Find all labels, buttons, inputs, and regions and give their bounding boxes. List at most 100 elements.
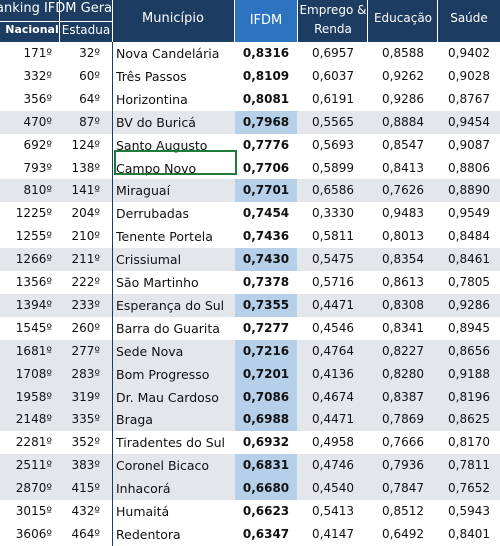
- cell-ifdm[interactable]: 0,6347: [242, 526, 290, 541]
- cell-municipio[interactable]: Sede Nova: [116, 343, 184, 359]
- cell-ifdm[interactable]: 0,7277: [242, 320, 290, 335]
- cell-nacional[interactable]: 1545º: [15, 320, 52, 335]
- cell-municipio[interactable]: Santo Augusto: [116, 137, 208, 153]
- cell-emprego-renda[interactable]: 0,4471: [312, 297, 354, 312]
- cell-educacao[interactable]: 0,8547: [382, 137, 424, 152]
- cell-municipio[interactable]: Derrubadas: [116, 206, 189, 222]
- cell-estadual[interactable]: 32º: [79, 46, 100, 60]
- cell-emprego-renda[interactable]: 0,6957: [312, 46, 354, 60]
- table-row[interactable]: 171º 32º Nova Candelária 0,8316 0,6957 0,8588…: [0, 42, 500, 65]
- cell-estadual[interactable]: 415º: [71, 481, 100, 496]
- cell-estadual[interactable]: 60º: [79, 68, 100, 83]
- cell-estadual[interactable]: 138º: [71, 160, 100, 175]
- cell-municipio[interactable]: Bom Progresso: [116, 366, 210, 382]
- cell-emprego-renda[interactable]: 0,4674: [312, 389, 354, 404]
- table-row[interactable]: 1681º 277º Sede Nova 0,7216 0,4764 0,8227 0,86…: [0, 339, 500, 363]
- cell-nacional[interactable]: 470º: [23, 114, 52, 129]
- cell-estadual[interactable]: 319º: [71, 389, 100, 404]
- cell-ifdm[interactable]: 0,7968: [235, 110, 297, 134]
- cell-estadual[interactable]: 210º: [71, 229, 100, 244]
- cell-educacao[interactable]: 0,7847: [382, 481, 424, 496]
- cell-saude[interactable]: 0,8890: [448, 183, 490, 198]
- cell-emprego-renda[interactable]: 0,4136: [312, 366, 354, 381]
- cell-educacao[interactable]: 0,6492: [382, 526, 424, 541]
- cell-ifdm[interactable]: 0,8316: [242, 46, 290, 60]
- cell-educacao[interactable]: 0,8341: [382, 320, 424, 335]
- cell-nacional[interactable]: 1708º: [15, 366, 52, 381]
- cell-educacao[interactable]: 0,7666: [382, 435, 424, 450]
- cell-ifdm[interactable]: 0,7776: [242, 137, 290, 152]
- cell-emprego-renda[interactable]: 0,4764: [312, 343, 354, 358]
- cell-emprego-renda[interactable]: 0,5565: [312, 114, 354, 129]
- header-educacao[interactable]: Educação: [373, 11, 433, 25]
- cell-estadual[interactable]: 432º: [71, 504, 100, 518]
- table-row[interactable]: 1958º 319º Dr. Mau Cardoso 0,7086 0,4674 0,83…: [0, 385, 500, 409]
- cell-emprego-renda[interactable]: 0,5475: [312, 252, 354, 267]
- cell-educacao[interactable]: 0,8613: [382, 275, 424, 289]
- cell-saude[interactable]: 0,8196: [448, 389, 490, 404]
- cell-nacional[interactable]: 1356º: [15, 275, 52, 289]
- cell-estadual[interactable]: 352º: [71, 435, 100, 450]
- cell-ifdm[interactable]: 0,8109: [242, 68, 290, 83]
- cell-estadual[interactable]: 464º: [71, 526, 100, 541]
- header-ranking[interactable]: anking IFDM Gera: [0, 1, 113, 16]
- cell-saude[interactable]: 0,5943: [448, 504, 490, 518]
- cell-saude[interactable]: 0,8625: [448, 412, 490, 427]
- table-row[interactable]: 1356º 222º São Martinho 0,7378 0,5716 0,8613 0…: [0, 271, 500, 294]
- cell-emprego-renda[interactable]: 0,4471: [312, 412, 354, 427]
- cell-municipio[interactable]: Crissiumal: [116, 252, 182, 268]
- cell-nacional[interactable]: 1394º: [15, 297, 52, 312]
- cell-nacional[interactable]: 692º: [23, 137, 52, 152]
- cell-emprego-renda[interactable]: 0,5693: [312, 137, 354, 152]
- cell-municipio[interactable]: Miraguaí: [116, 183, 171, 199]
- cell-emprego-renda[interactable]: 0,5413: [312, 504, 354, 518]
- cell-municipio[interactable]: Redentora: [116, 526, 181, 542]
- cell-estadual[interactable]: 335º: [71, 412, 100, 427]
- table-row[interactable]: 1394º 233º Esperança do Sul 0,7355 0,4471 0,8…: [0, 293, 500, 317]
- table-row[interactable]: 2511º 383º Coronel Bicaco 0,6831 0,4746 0,793…: [0, 454, 500, 478]
- cell-educacao[interactable]: 0,9262: [382, 68, 424, 83]
- cell-ifdm[interactable]: 0,7378: [242, 275, 290, 289]
- cell-educacao[interactable]: 0,8512: [382, 504, 424, 518]
- cell-estadual[interactable]: 64º: [79, 91, 100, 106]
- cell-emprego-renda[interactable]: 0,4546: [312, 320, 354, 335]
- cell-estadual[interactable]: 124º: [71, 137, 100, 152]
- cell-saude[interactable]: 0,8484: [448, 229, 490, 244]
- cell-nacional[interactable]: 2511º: [15, 458, 52, 473]
- table-row[interactable]: 1225º 204º Derrubadas 0,7454 0,3330 0,9483 0,9…: [0, 202, 500, 225]
- cell-educacao[interactable]: 0,8013: [382, 229, 424, 244]
- cell-educacao[interactable]: 0,8354: [382, 252, 424, 267]
- cell-municipio[interactable]: Inhacorá: [116, 481, 171, 497]
- cell-municipio[interactable]: Horizontina: [116, 91, 188, 107]
- cell-nacional[interactable]: 3606º: [15, 526, 52, 541]
- cell-estadual[interactable]: 260º: [71, 320, 100, 335]
- cell-nacional[interactable]: 810º: [23, 183, 52, 198]
- header-municipio[interactable]: Município: [142, 11, 204, 26]
- cell-saude[interactable]: 0,8656: [448, 343, 490, 358]
- cell-saude[interactable]: 0,9454: [448, 114, 490, 129]
- cell-saude[interactable]: 0,8401: [448, 526, 490, 541]
- cell-municipio[interactable]: São Martinho: [116, 275, 199, 290]
- header-nacional[interactable]: Nacional: [5, 23, 59, 36]
- cell-educacao[interactable]: 0,7936: [382, 458, 424, 473]
- cell-saude[interactable]: 0,7652: [448, 481, 490, 496]
- cell-saude[interactable]: 0,9028: [448, 68, 490, 83]
- cell-nacional[interactable]: 3015º: [15, 504, 52, 518]
- cell-emprego-renda[interactable]: 0,4147: [312, 526, 354, 541]
- cell-estadual[interactable]: 211º: [71, 252, 100, 267]
- cell-nacional[interactable]: 2281º: [15, 435, 52, 450]
- cell-ifdm[interactable]: 0,6680: [235, 477, 297, 501]
- cell-ifdm[interactable]: 0,7454: [242, 206, 290, 221]
- cell-municipio[interactable]: Campo Novo: [116, 160, 197, 176]
- cell-saude[interactable]: 0,8461: [448, 252, 490, 267]
- cell-estadual[interactable]: 277º: [71, 343, 100, 358]
- cell-saude[interactable]: 0,8767: [448, 91, 490, 106]
- cell-ifdm[interactable]: 0,8081: [242, 91, 290, 106]
- cell-ifdm[interactable]: 0,7430: [235, 248, 297, 272]
- cell-educacao[interactable]: 0,9286: [382, 91, 424, 106]
- cell-educacao[interactable]: 0,8588: [382, 46, 424, 60]
- cell-estadual[interactable]: 87º: [79, 114, 100, 129]
- cell-saude[interactable]: 0,9188: [448, 366, 490, 381]
- cell-municipio[interactable]: Braga: [116, 412, 153, 428]
- cell-ifdm[interactable]: 0,7701: [235, 179, 297, 203]
